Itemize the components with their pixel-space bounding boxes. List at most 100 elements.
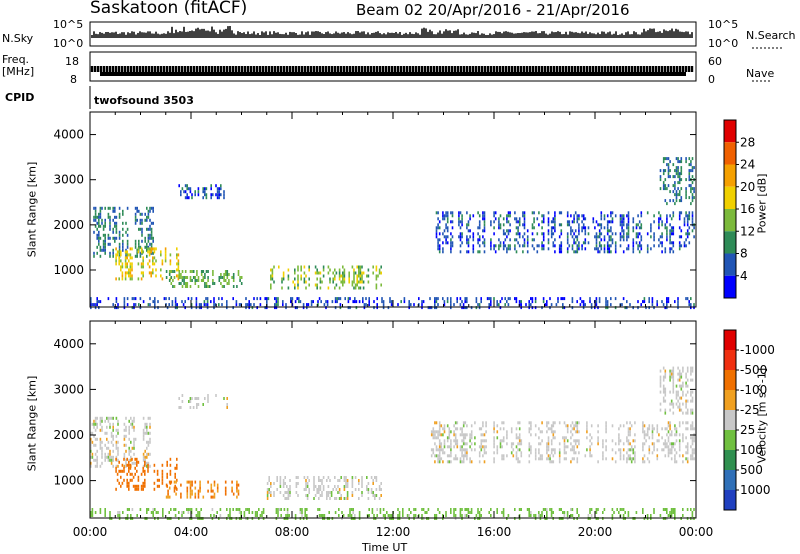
echo-cell: [430, 306, 433, 310]
nsearch-label: N.Search: [746, 29, 796, 42]
echo-cell: [664, 390, 667, 394]
echo-cell: [538, 223, 540, 227]
echo-cell: [461, 439, 463, 443]
echo-cell: [123, 434, 126, 438]
echo-cell: [693, 508, 695, 511]
echo-cell: [664, 375, 667, 379]
echo-cell: [432, 448, 435, 452]
echo-cell: [643, 442, 646, 446]
echo-cell: [368, 508, 370, 511]
echo-cell: [116, 478, 119, 482]
echo-cell: [560, 250, 563, 254]
echo-cell: [184, 190, 187, 194]
freq-tick-bottom: 8: [70, 73, 77, 86]
echo-cell: [104, 455, 106, 459]
echo-cell: [155, 247, 157, 251]
echo-cell: [321, 482, 323, 485]
echo-cell: [691, 454, 694, 458]
echo-cell: [659, 241, 662, 245]
echo-cell: [183, 276, 185, 279]
echo-cell: [678, 193, 681, 197]
echo-cell: [691, 369, 694, 373]
echo-cell: [675, 402, 678, 406]
echo-cell: [142, 259, 144, 263]
echo-cell: [520, 454, 523, 458]
echo-cell: [104, 511, 106, 514]
echo-cell: [237, 270, 240, 273]
echo-cell: [643, 433, 646, 437]
echo-cell: [571, 300, 574, 304]
echo-cell: [153, 463, 156, 467]
echo-cell: [442, 211, 444, 215]
echo-cell: [194, 486, 197, 490]
echo-cell: [675, 193, 678, 197]
echo-cell: [287, 491, 290, 494]
echo-cell: [125, 254, 127, 258]
echo-cell: [605, 306, 607, 310]
echo-cell: [375, 286, 378, 290]
echo-cell: [124, 262, 127, 266]
echo-cell: [574, 451, 577, 455]
echo-cell: [546, 303, 548, 307]
echo-cell: [235, 303, 238, 307]
echo-cell: [603, 238, 606, 242]
echo-cell: [547, 454, 550, 458]
echo-cell: [146, 218, 148, 222]
echo-cell: [259, 297, 262, 301]
echo-cell: [530, 445, 532, 449]
echo-cell: [93, 458, 95, 462]
echo-cell: [330, 491, 333, 494]
echo-cell: [573, 217, 575, 221]
echo-cell: [150, 274, 152, 278]
echo-cell: [304, 508, 306, 511]
echo-cell: [667, 430, 670, 434]
echo-cell: [611, 220, 614, 224]
colorbar-tick-label: 1000: [740, 483, 771, 497]
echo-cell: [326, 300, 329, 304]
echo-cell: [354, 300, 356, 304]
echo-cell: [117, 446, 119, 450]
echo-cell: [375, 479, 378, 482]
echo-cell: [91, 508, 94, 511]
echo-cell: [363, 303, 366, 307]
echo-cell: [450, 460, 452, 464]
echo-cell: [659, 390, 662, 394]
echo-cell: [107, 206, 110, 210]
echo-cell: [685, 157, 687, 161]
echo-cell: [359, 277, 362, 281]
echo-cell: [645, 433, 647, 437]
echo-cell: [685, 297, 687, 301]
echo-cell: [526, 241, 529, 245]
echo-cell: [453, 514, 455, 517]
echo-cell: [208, 285, 211, 288]
echo-cell: [380, 488, 382, 491]
echo-cell: [137, 484, 140, 488]
echo-cell: [154, 306, 156, 310]
echo-cell: [90, 446, 92, 450]
echo-cell: [483, 433, 486, 437]
echo-cell: [115, 469, 117, 473]
echo-cell: [117, 458, 119, 462]
echo-cell: [490, 220, 492, 224]
echo-cell: [534, 433, 537, 437]
echo-cell: [435, 232, 438, 236]
echo-cell: [632, 448, 635, 452]
echo-cell: [528, 448, 531, 452]
echo-cell: [440, 457, 443, 461]
echo-cell: [616, 508, 618, 511]
echo-cell: [304, 511, 306, 514]
echo-cell: [246, 508, 249, 511]
echo-cell: [240, 282, 243, 285]
echo-cell: [184, 270, 187, 273]
echo-cell: [688, 300, 690, 304]
echo-cell: [669, 427, 671, 431]
echo-cell: [515, 217, 518, 221]
echo-cell: [129, 274, 132, 278]
echo-cell: [205, 282, 208, 285]
echo-cell: [152, 268, 154, 272]
echo-cell: [268, 476, 270, 479]
echo-cell: [659, 378, 662, 382]
echo-cell: [325, 300, 327, 304]
echo-cell: [477, 211, 479, 215]
echo-cell: [102, 248, 105, 252]
